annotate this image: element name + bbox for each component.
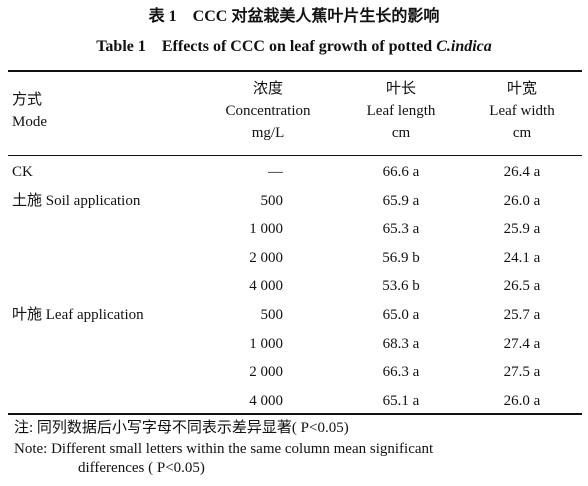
header-cell: 方式 [12,92,43,108]
table-cell: — [268,164,283,180]
table-cell: 2 000 [249,249,283,266]
table-cell: 26.5 a [503,278,541,295]
header-cell: cm [391,125,411,141]
table-cell: 66.3 a [382,364,420,381]
table-cell: 25.7 a [503,307,541,323]
table-cell: 4 000 [249,392,283,409]
table-cell: 26.4 a [503,164,541,180]
header-cell: cm [512,125,532,141]
table-cell: 27.4 a [503,335,541,352]
table-cell: 26.0 a [503,392,541,409]
header-cell: 叶宽 [506,81,538,97]
table-cell: 26.0 a [503,192,541,209]
table-cell: 65.3 a [382,221,420,238]
header-cell: mg/L [251,125,285,141]
note-cn: 注: 同列数据后小写字母不同表示差异显著( P<0.05) [14,420,349,436]
title-en: Table 1 Effects of CCC on leaf growth of… [96,38,492,56]
title-en-italic: C.indica [436,38,492,55]
table-cell: 叶施 Leaf application [12,307,144,323]
title-cn: 表 1 CCC 对盆栽美人蕉叶片生长的影响 [148,8,440,25]
table-cell: 24.1 a [503,249,541,266]
header-cell: 叶长 [385,81,417,97]
top-rule [8,70,582,72]
table-cell: 56.9 b [382,249,420,266]
title-en-text: Table 1 Effects of CCC on leaf growth of… [96,38,437,55]
table-cell: 土施 Soil application [12,192,141,209]
table-cell: 65.9 a [382,192,420,209]
table-cell: 65.0 a [382,307,420,323]
note-en-1: Note: Different small letters within the… [14,441,434,457]
table-cell: 65.1 a [382,392,420,409]
table-cell: 1 000 [249,221,283,238]
table-cell: CK [12,164,33,180]
table-cell: 27.5 a [503,364,541,381]
header-cell: Concentration [225,103,311,119]
table-cell: 500 [260,192,284,209]
table-cell: 68.3 a [382,335,420,352]
bottom-rule [8,413,582,415]
table-cell: 1 000 [249,335,283,352]
note-en-2: differences ( P<0.05) [78,460,205,476]
header-cell: 浓度 [252,81,284,97]
header-rule [8,155,582,156]
table-cell: 53.6 b [382,278,420,295]
table-cell: 4 000 [249,278,283,295]
table-cell: 66.6 a [382,164,420,180]
header-cell: Leaf length [366,103,436,119]
table-cell: 2 000 [249,364,283,381]
table-cell: 25.9 a [503,221,541,238]
header-cell: Leaf width [489,103,555,119]
header-cell: Mode [12,114,47,130]
table-cell: 500 [260,307,284,323]
